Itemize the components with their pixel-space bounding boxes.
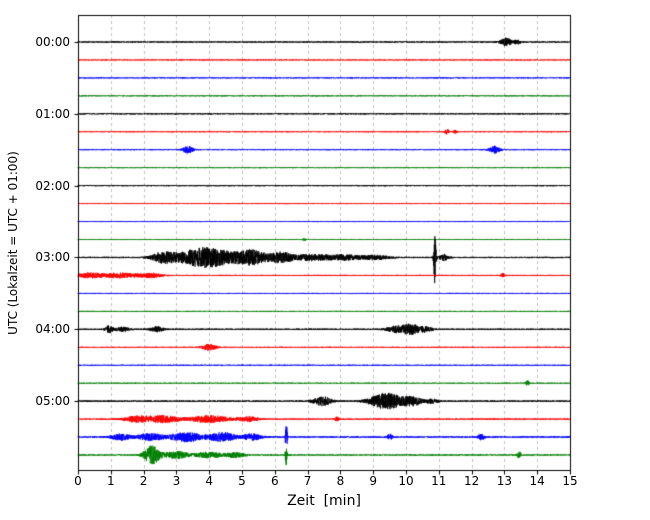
y-axis-label: UTC (Lokalzeit = UTC + 01:00) (6, 151, 20, 335)
x-axis-label: Zeit [min] (287, 493, 361, 509)
x-tick-label: 14 (529, 474, 545, 488)
x-tick-label: 13 (496, 474, 513, 488)
x-tick-label: 6 (270, 474, 279, 488)
x-tick-label: 1 (106, 474, 115, 488)
x-tick-label: 9 (369, 474, 378, 488)
x-tick-label: 0 (74, 474, 82, 488)
y-tick-label: 01:00 (35, 106, 70, 121)
x-tick-label: 10 (398, 474, 414, 488)
x-tick-label: 11 (431, 474, 447, 488)
y-tick-label: 00:00 (35, 35, 70, 49)
x-tick-label: 15 (562, 474, 578, 488)
x-tick-label: 12 (463, 474, 480, 488)
y-tick-label: 03:00 (35, 250, 70, 265)
y-tick-label: 05:00 (35, 394, 70, 409)
x-tick-label: 3 (172, 474, 181, 488)
x-tick-label: 5 (238, 474, 246, 488)
x-tick-label: 7 (303, 474, 312, 488)
x-tick-label: 4 (205, 474, 214, 488)
x-tick-label: 2 (139, 474, 148, 488)
x-tick-label: 8 (336, 474, 345, 488)
y-tick-label: 02:00 (35, 178, 70, 193)
y-tick-label: 04:00 (35, 322, 70, 337)
